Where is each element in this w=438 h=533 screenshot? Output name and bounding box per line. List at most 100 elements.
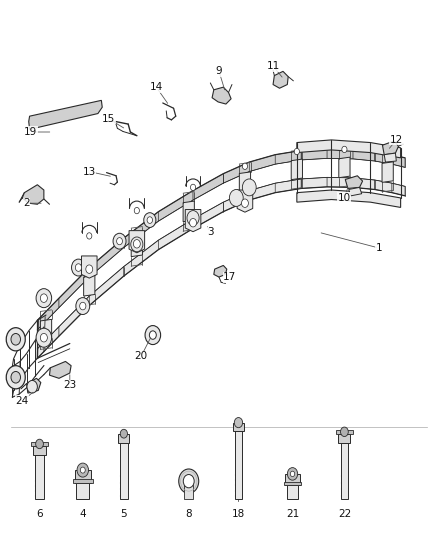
Polygon shape [193,202,223,229]
Polygon shape [89,238,124,277]
Text: 2: 2 [23,198,30,208]
Polygon shape [273,71,288,88]
Polygon shape [349,188,362,196]
Polygon shape [301,177,327,189]
Circle shape [179,469,199,494]
Polygon shape [124,212,159,247]
Circle shape [241,199,248,207]
Circle shape [145,326,161,344]
Polygon shape [275,150,301,164]
Text: 9: 9 [215,66,223,76]
Polygon shape [29,100,102,130]
Polygon shape [183,201,194,222]
Bar [35,455,44,498]
Bar [33,446,46,455]
Polygon shape [382,162,393,182]
Polygon shape [223,191,249,212]
Polygon shape [84,276,95,296]
Polygon shape [297,140,401,158]
Circle shape [86,265,93,273]
Text: 13: 13 [83,166,96,176]
Text: 12: 12 [390,135,403,145]
Bar [73,479,93,483]
Text: 8: 8 [185,510,192,519]
Text: 18: 18 [232,510,245,519]
Polygon shape [249,155,275,172]
Circle shape [191,184,196,191]
Polygon shape [249,183,275,200]
Bar [76,483,89,498]
Polygon shape [327,149,353,159]
Polygon shape [212,87,231,104]
Text: 6: 6 [36,510,43,519]
Bar [340,443,348,498]
Polygon shape [37,327,59,358]
Bar [118,434,130,443]
Circle shape [340,427,348,437]
Text: 17: 17 [223,272,237,282]
Polygon shape [392,155,405,167]
Polygon shape [374,180,392,192]
Bar [74,470,91,483]
Text: 21: 21 [286,510,299,519]
Circle shape [234,417,243,427]
Text: 22: 22 [338,510,351,519]
Polygon shape [124,240,159,276]
Circle shape [71,259,85,276]
Bar [184,486,193,498]
Polygon shape [239,172,251,192]
Polygon shape [81,256,97,278]
Polygon shape [297,190,401,207]
Circle shape [287,467,298,480]
Circle shape [342,146,347,152]
Circle shape [187,211,199,225]
Circle shape [87,233,92,239]
Bar [338,434,350,443]
Polygon shape [237,190,253,212]
Polygon shape [89,266,124,305]
Circle shape [134,240,140,248]
Circle shape [27,381,37,393]
Polygon shape [159,219,193,249]
Polygon shape [339,157,350,177]
Polygon shape [159,191,193,221]
Circle shape [290,471,295,477]
Bar [336,430,353,434]
Bar [233,423,244,431]
Circle shape [40,334,47,342]
Text: 23: 23 [63,380,77,390]
Polygon shape [40,319,52,340]
Polygon shape [193,174,223,200]
Text: 24: 24 [16,396,29,406]
Polygon shape [214,265,227,277]
Circle shape [40,294,47,302]
Circle shape [6,328,25,351]
Text: 15: 15 [102,114,115,124]
Circle shape [36,289,52,308]
Bar [120,443,128,498]
Polygon shape [374,151,392,164]
Circle shape [77,463,88,477]
Polygon shape [22,185,44,204]
Circle shape [294,148,300,155]
Circle shape [117,238,123,245]
Polygon shape [27,378,41,393]
Bar [285,474,300,485]
Circle shape [36,328,52,347]
Polygon shape [59,268,89,308]
Polygon shape [49,361,71,378]
Circle shape [76,297,90,314]
Polygon shape [353,178,374,190]
Polygon shape [353,149,374,161]
Polygon shape [129,231,145,253]
Bar [286,485,298,498]
Circle shape [134,207,139,214]
Circle shape [149,331,156,340]
Circle shape [113,233,126,249]
Text: 11: 11 [266,61,280,71]
Polygon shape [392,183,405,196]
Circle shape [75,264,81,271]
Text: 20: 20 [134,351,148,361]
Text: 19: 19 [24,127,38,137]
Text: 4: 4 [79,510,86,519]
